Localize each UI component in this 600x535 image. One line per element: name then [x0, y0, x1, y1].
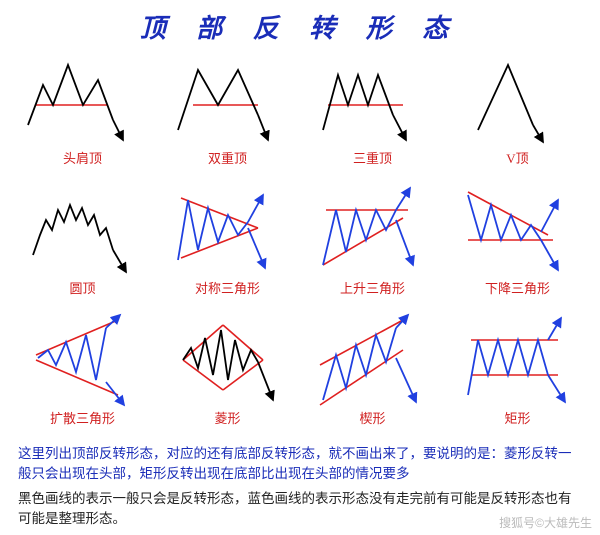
pattern-cell-wedge: 楔形: [300, 310, 445, 440]
caption-rounding-top: 圆顶: [69, 278, 95, 297]
caption-v-top: V顶: [506, 148, 528, 167]
chart-broadening-triangle: [13, 310, 153, 410]
chart-descending-triangle: [448, 180, 588, 280]
pattern-cell-head-shoulders-top: 头肩顶: [10, 50, 155, 180]
caption-descending-triangle: 下降三角形: [485, 278, 550, 297]
pattern-grid: 头肩顶 双重顶 三重顶 V顶 圆顶 对称三角形 上升三角形 下降三角形 扩散三角: [0, 45, 600, 440]
chart-ascending-triangle: [303, 180, 443, 280]
chart-triple-top: [303, 50, 443, 150]
page-title: 顶 部 反 转 形 态: [0, 0, 600, 45]
chart-wedge: [303, 310, 443, 410]
caption-rectangle: 矩形: [504, 408, 530, 427]
footer-note-2: 黑色画线的表示一般只会是反转形态，蓝色画线的表示形态没有走完前有可能是反转形态也…: [18, 489, 582, 530]
pattern-cell-descending-triangle: 下降三角形: [445, 180, 590, 310]
pattern-cell-rectangle: 矩形: [445, 310, 590, 440]
watermark: 搜狐号©大雄先生: [499, 514, 592, 531]
caption-symmetric-triangle: 对称三角形: [195, 278, 260, 297]
chart-diamond: [158, 310, 298, 410]
chart-double-top: [158, 50, 298, 150]
chart-rounding-top: [13, 180, 153, 280]
caption-broadening-triangle: 扩散三角形: [50, 408, 115, 427]
pattern-cell-triple-top: 三重顶: [300, 50, 445, 180]
chart-v-top: [448, 50, 588, 150]
chart-rectangle: [448, 310, 588, 410]
caption-head-shoulders-top: 头肩顶: [63, 148, 102, 167]
caption-ascending-triangle: 上升三角形: [340, 278, 405, 297]
caption-diamond: 菱形: [214, 408, 240, 427]
caption-wedge: 楔形: [359, 408, 385, 427]
chart-head-shoulders-top: [13, 50, 153, 150]
pattern-cell-double-top: 双重顶: [155, 50, 300, 180]
pattern-cell-symmetric-triangle: 对称三角形: [155, 180, 300, 310]
pattern-cell-broadening-triangle: 扩散三角形: [10, 310, 155, 440]
footer-note-1: 这里列出顶部反转形态，对应的还有底部反转形态，就不画出来了，要说明的是：菱形反转…: [18, 444, 582, 485]
caption-double-top: 双重顶: [208, 148, 247, 167]
pattern-cell-rounding-top: 圆顶: [10, 180, 155, 310]
pattern-cell-diamond: 菱形: [155, 310, 300, 440]
caption-triple-top: 三重顶: [353, 148, 392, 167]
pattern-cell-ascending-triangle: 上升三角形: [300, 180, 445, 310]
pattern-cell-v-top: V顶: [445, 50, 590, 180]
chart-symmetric-triangle: [158, 180, 298, 280]
